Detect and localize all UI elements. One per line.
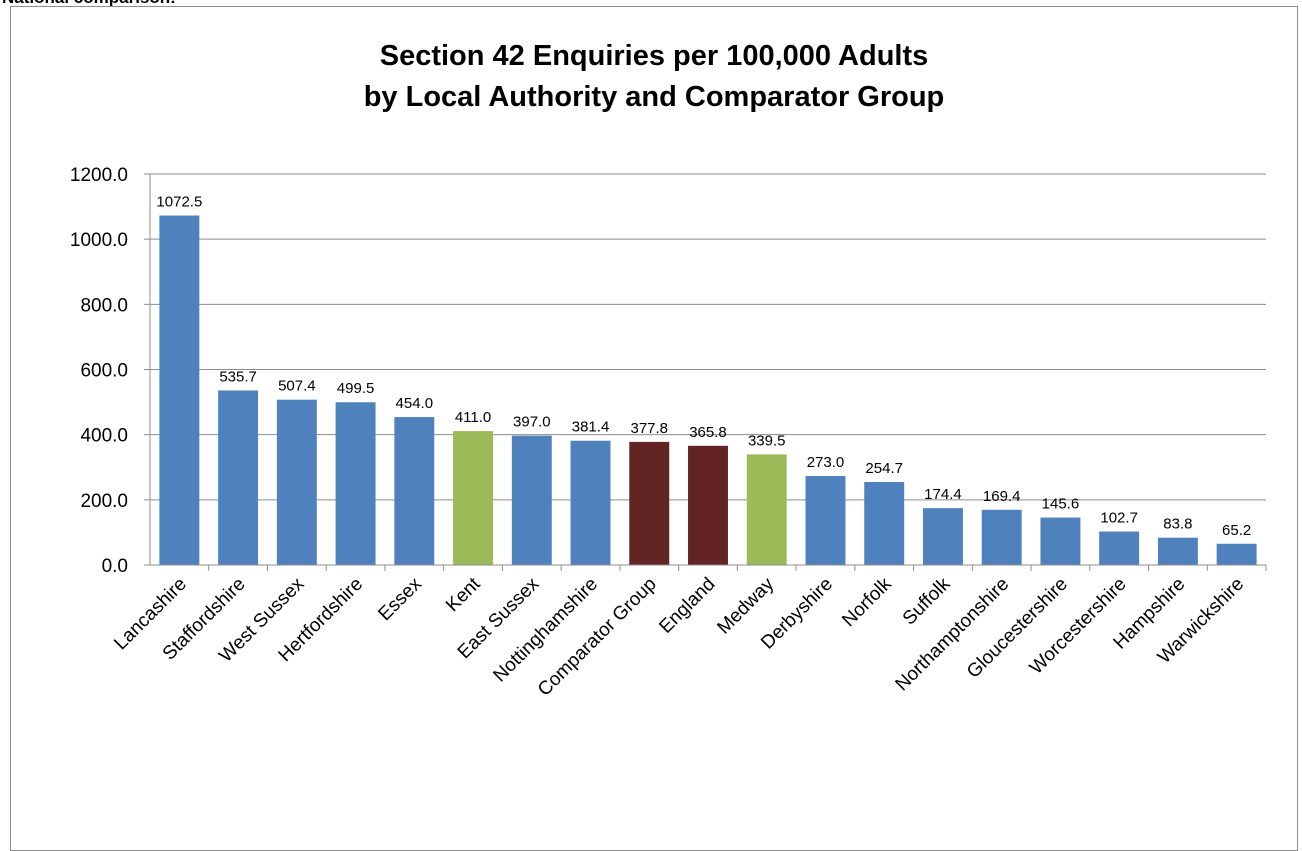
chart-title-block: Section 42 Enquiries per 100,000 Adults … xyxy=(10,36,1298,118)
data-label: 1072.5 xyxy=(156,194,202,211)
data-label: 411.0 xyxy=(455,409,491,426)
data-label: 169.4 xyxy=(983,488,1021,505)
bar xyxy=(570,440,611,565)
data-label: 254.7 xyxy=(865,460,903,477)
x-tick-label: Gloucestershire xyxy=(963,574,1072,683)
y-tick-label: 600.0 xyxy=(80,361,128,382)
bars xyxy=(159,215,1257,565)
bar xyxy=(159,215,200,565)
bar xyxy=(922,508,963,565)
data-label: 102.7 xyxy=(1100,510,1138,527)
data-label: 145.6 xyxy=(1042,496,1080,513)
bar xyxy=(1099,531,1140,565)
bar xyxy=(1157,537,1198,565)
bar xyxy=(453,431,494,565)
x-tick-label: Kent xyxy=(442,573,485,616)
bar xyxy=(688,445,728,565)
data-label: 273.0 xyxy=(807,454,845,471)
data-label: 339.5 xyxy=(748,432,786,449)
data-label: 454.0 xyxy=(396,395,434,412)
y-tick-label: 1000.0 xyxy=(70,230,128,251)
data-label: 499.5 xyxy=(337,380,375,397)
data-label: 381.4 xyxy=(572,419,610,436)
bar xyxy=(1216,543,1257,565)
y-tick-label: 400.0 xyxy=(80,426,128,447)
page-heading: National comparison: xyxy=(2,0,176,8)
bar xyxy=(335,402,376,565)
y-tick-label: 800.0 xyxy=(80,295,128,316)
bar xyxy=(276,399,317,565)
y-tick-label: 1200.0 xyxy=(70,165,128,186)
bar xyxy=(981,509,1022,565)
x-tick-label: Nottinghamshire xyxy=(489,574,602,687)
data-label: 507.4 xyxy=(278,378,316,395)
chart-title: Section 42 Enquiries per 100,000 Adults xyxy=(379,40,929,72)
x-tick-label: Suffolk xyxy=(899,573,955,629)
x-tick-label: England xyxy=(655,574,719,638)
data-label: 377.8 xyxy=(630,420,668,437)
bar xyxy=(805,476,846,565)
bar xyxy=(629,441,670,565)
bar xyxy=(511,435,552,565)
bar xyxy=(746,454,787,565)
x-tick-label: Essex xyxy=(374,573,426,625)
data-label: 535.7 xyxy=(219,368,257,385)
data-label: 365.8 xyxy=(689,424,727,441)
y-tick-label: 0.0 xyxy=(102,556,128,577)
y-tick-label: 200.0 xyxy=(80,491,128,512)
data-label: 397.0 xyxy=(513,414,551,431)
bar xyxy=(394,417,435,565)
bar xyxy=(1040,517,1081,565)
data-label: 65.2 xyxy=(1222,522,1251,539)
chart-subtitle: by Local Authority and Comparator Group xyxy=(363,81,945,113)
data-labels: 1072.5 535.7 507.4 499.5 454.0 411.0 397.0 381.… xyxy=(156,194,1251,539)
data-label: 83.8 xyxy=(1163,516,1192,533)
data-label: 174.4 xyxy=(924,486,962,503)
bar xyxy=(218,390,259,565)
bar xyxy=(864,482,905,565)
x-tick-label: Norfolk xyxy=(838,573,896,631)
